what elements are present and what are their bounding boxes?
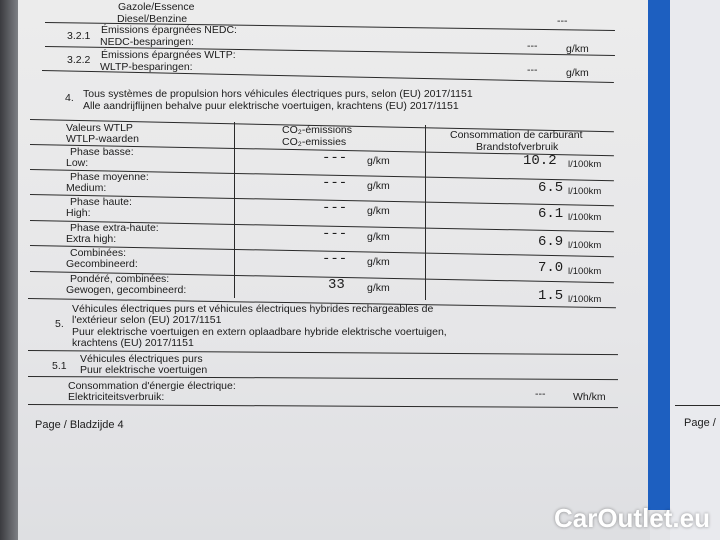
s321-nl: NEDC-besparingen: — [100, 36, 194, 48]
co2-value: --- — [322, 226, 348, 242]
page-edge-shadow — [0, 0, 22, 540]
s5-number: 5. — [55, 318, 64, 330]
blue-divider — [648, 0, 670, 510]
row-label-fr: Phase basse: — [70, 146, 134, 158]
s51-fr: Véhicules électriques purs — [80, 353, 203, 365]
s5-line2: l'extérieur selon (EU) 2017/1151 — [72, 314, 222, 326]
s321-unit: g/km — [566, 43, 589, 55]
fuel-unit: l/100km — [568, 159, 602, 170]
fuel-unit: l/100km — [568, 185, 602, 197]
co2-value: --- — [322, 150, 348, 166]
divider — [675, 405, 720, 407]
elec-unit: Wh/km — [573, 391, 606, 403]
row-label-fr: Pondéré, combinées: — [70, 273, 170, 285]
elec-nl: Elektriciteitsverbruik: — [68, 391, 165, 403]
co2-value: --- — [322, 175, 348, 191]
fuel-value: 6.5 — [538, 179, 564, 196]
co2-value: --- — [322, 251, 348, 267]
row-label-nl: Low: — [66, 157, 89, 169]
fuel-unit: l/100km — [568, 239, 602, 251]
s321-value: --- — [527, 40, 538, 52]
next-page-number: Page / — [684, 417, 716, 429]
fuel-value: 10.2 — [523, 153, 557, 169]
co2-unit: g/km — [367, 282, 390, 294]
header-c2b: CO₂-emissies — [282, 136, 347, 148]
row-label-nl: Gecombineerd: — [66, 258, 138, 270]
header-c2a: CO₂-émissions — [282, 124, 353, 136]
row-label-fr: Phase moyenne: — [70, 171, 149, 183]
fuel-fr: Gazole/Essence — [118, 1, 195, 13]
s51-number: 5.1 — [52, 360, 67, 372]
col-divider — [234, 122, 236, 298]
row-label-nl: Gewogen, gecombineerd: — [66, 284, 187, 296]
s5-line4: krachtens (EU) 2017/1151 — [72, 337, 194, 349]
fuel-value: 1.5 — [538, 287, 564, 304]
elec-value: --- — [535, 388, 546, 400]
next-page — [670, 0, 720, 540]
elec-fr: Consommation d'énergie électrique: — [68, 380, 236, 392]
fuel-value: --- — [557, 15, 568, 27]
row-label-fr: Combinées: — [70, 247, 127, 259]
page-number: Page / Bladzijde 4 — [35, 419, 124, 431]
document-page — [18, 0, 650, 540]
header-c3b: Brandstofverbruik — [476, 141, 559, 153]
fuel-value: 6.1 — [538, 206, 564, 222]
header-c1a: Valeurs WTLP — [66, 122, 133, 134]
s5-line3: Puur elektrische voertuigen en extern op… — [72, 326, 447, 338]
col-divider — [425, 125, 427, 300]
s322-nl: WLTP-besparingen: — [100, 61, 193, 73]
row-label-fr: Phase haute: — [70, 196, 132, 208]
s322-value: --- — [527, 64, 538, 76]
s4-number: 4. — [65, 92, 74, 104]
s322-unit: g/km — [566, 67, 589, 79]
co2-value: --- — [322, 200, 348, 216]
s4-fr: Tous systèmes de propulsion hors véhicul… — [83, 88, 473, 100]
s4-nl: Alle aandrijflijnen behalve puur elektri… — [83, 100, 459, 112]
co2-unit: g/km — [367, 155, 390, 167]
s322-number: 3.2.2 — [67, 54, 91, 66]
row-label-nl: High: — [66, 207, 91, 219]
co2-unit: g/km — [367, 180, 390, 192]
co2-value: 33 — [328, 277, 345, 293]
row-label-nl: Medium: — [66, 182, 107, 194]
s321-number: 3.2.1 — [67, 30, 91, 42]
row-label-fr: Phase extra-haute: — [70, 222, 159, 234]
co2-unit: g/km — [367, 231, 390, 243]
s322-fr: Émissions épargnées WLTP: — [101, 49, 236, 61]
fuel-unit: l/100km — [568, 212, 602, 223]
s321-fr: Émissions épargnées NEDC: — [101, 24, 237, 36]
fuel-value: 6.9 — [538, 233, 564, 250]
s51-nl: Puur elektrische voertuigen — [80, 364, 208, 376]
fuel-unit: l/100km — [568, 293, 602, 305]
s5-line1: Véhicules électriques purs et véhicules … — [72, 303, 434, 315]
header-c3a: Consommation de carburant — [450, 129, 583, 141]
watermark-logo: CarOutlet.eu — [553, 503, 710, 533]
co2-unit: g/km — [367, 256, 390, 268]
co2-unit: g/km — [367, 205, 390, 217]
row-label-nl: Extra high: — [66, 233, 117, 245]
fuel-nl: Diesel/Benzine — [117, 13, 188, 25]
fuel-unit: l/100km — [568, 266, 602, 277]
header-c1b: WTLP-waarden — [66, 133, 139, 145]
fuel-value: 7.0 — [538, 260, 564, 276]
